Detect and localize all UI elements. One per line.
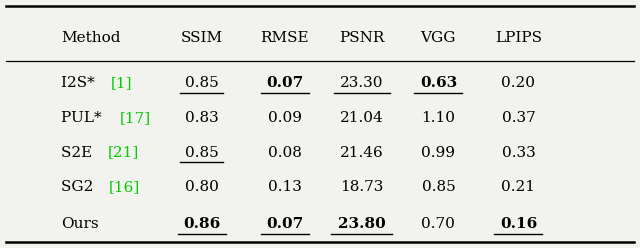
Text: 0.13: 0.13 — [268, 180, 301, 194]
Text: 0.07: 0.07 — [266, 217, 303, 231]
Text: SG2: SG2 — [61, 180, 98, 194]
Text: 0.16: 0.16 — [500, 217, 537, 231]
Text: PUL*: PUL* — [61, 111, 106, 125]
Text: S2E: S2E — [61, 146, 97, 159]
Text: PSNR: PSNR — [339, 31, 384, 45]
Text: 0.07: 0.07 — [266, 76, 303, 90]
Text: [21]: [21] — [108, 146, 139, 159]
Text: 1.10: 1.10 — [421, 111, 456, 125]
Text: 0.85: 0.85 — [185, 76, 218, 90]
Text: 0.80: 0.80 — [185, 180, 218, 194]
Text: [16]: [16] — [109, 180, 140, 194]
Text: I2S*: I2S* — [61, 76, 99, 90]
Text: 0.85: 0.85 — [185, 146, 218, 159]
Text: 0.09: 0.09 — [268, 111, 302, 125]
Text: 0.99: 0.99 — [421, 146, 456, 159]
Text: 21.46: 21.46 — [340, 146, 383, 159]
Text: 23.30: 23.30 — [340, 76, 383, 90]
Text: 21.04: 21.04 — [340, 111, 383, 125]
Text: [17]: [17] — [120, 111, 150, 125]
Text: LPIPS: LPIPS — [495, 31, 542, 45]
Text: [1]: [1] — [111, 76, 132, 90]
Text: 0.86: 0.86 — [183, 217, 220, 231]
Text: 23.80: 23.80 — [338, 217, 385, 231]
Text: 0.85: 0.85 — [422, 180, 455, 194]
Text: RMSE: RMSE — [260, 31, 309, 45]
Text: 0.63: 0.63 — [420, 76, 457, 90]
Text: 0.08: 0.08 — [268, 146, 301, 159]
Text: VGG: VGG — [420, 31, 456, 45]
Text: Ours: Ours — [61, 217, 99, 231]
Text: 0.20: 0.20 — [501, 76, 536, 90]
Text: 0.70: 0.70 — [422, 217, 455, 231]
Text: 0.37: 0.37 — [502, 111, 535, 125]
Text: SSIM: SSIM — [180, 31, 223, 45]
Text: 0.33: 0.33 — [502, 146, 535, 159]
Text: 18.73: 18.73 — [340, 180, 383, 194]
Text: Method: Method — [61, 31, 120, 45]
Text: 0.21: 0.21 — [501, 180, 536, 194]
Text: 0.83: 0.83 — [185, 111, 218, 125]
